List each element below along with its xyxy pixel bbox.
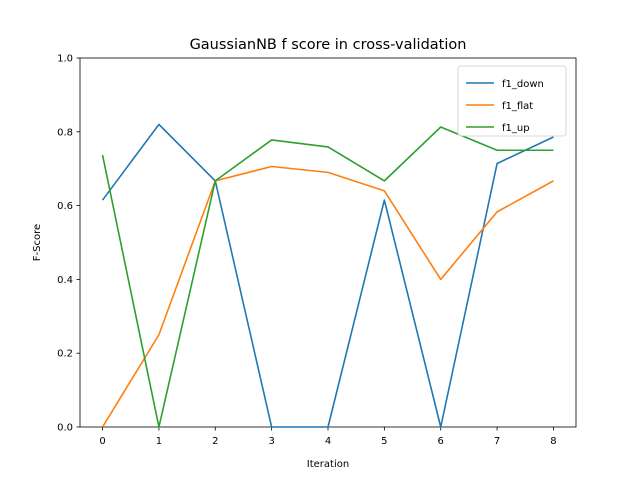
x-tick-label: 8 [550,436,556,447]
x-tick-label: 2 [212,436,218,447]
legend-label: f1_flat [502,101,533,112]
legend-label: f1_down [502,79,544,90]
x-tick-label: 0 [99,436,105,447]
y-tick-label: 0.4 [57,275,73,286]
x-tick-label: 6 [438,436,444,447]
y-tick-label: 0.0 [57,423,73,434]
legend: f1_down f1_flat f1_up [457,65,567,137]
series-line-f1-up [101,126,554,428]
series-line-f1-flat [101,165,554,428]
x-tick-label: 5 [381,436,387,447]
series-line-f1-down [101,123,554,428]
y-tick-label: 0.8 [57,127,73,138]
y-tick-label: 0.6 [57,201,73,212]
x-tick-label: 4 [325,436,331,447]
x-axis: 0 1 2 3 4 5 6 7 8 [99,427,557,447]
chart-title: GaussianNB f score in cross-validation [190,37,467,53]
x-tick-label: 3 [268,436,274,447]
y-tick-label: 1.0 [57,54,73,65]
y-axis: 0.0 0.2 0.4 0.6 0.8 1.0 [57,54,80,434]
x-tick-label: 1 [156,436,162,447]
series-lines [101,123,554,428]
y-axis-label: F-Score [32,224,43,261]
legend-label: f1_up [502,123,530,134]
y-tick-label: 0.2 [57,349,73,360]
x-tick-label: 7 [494,436,500,447]
x-axis-label: Iteration [307,459,349,470]
